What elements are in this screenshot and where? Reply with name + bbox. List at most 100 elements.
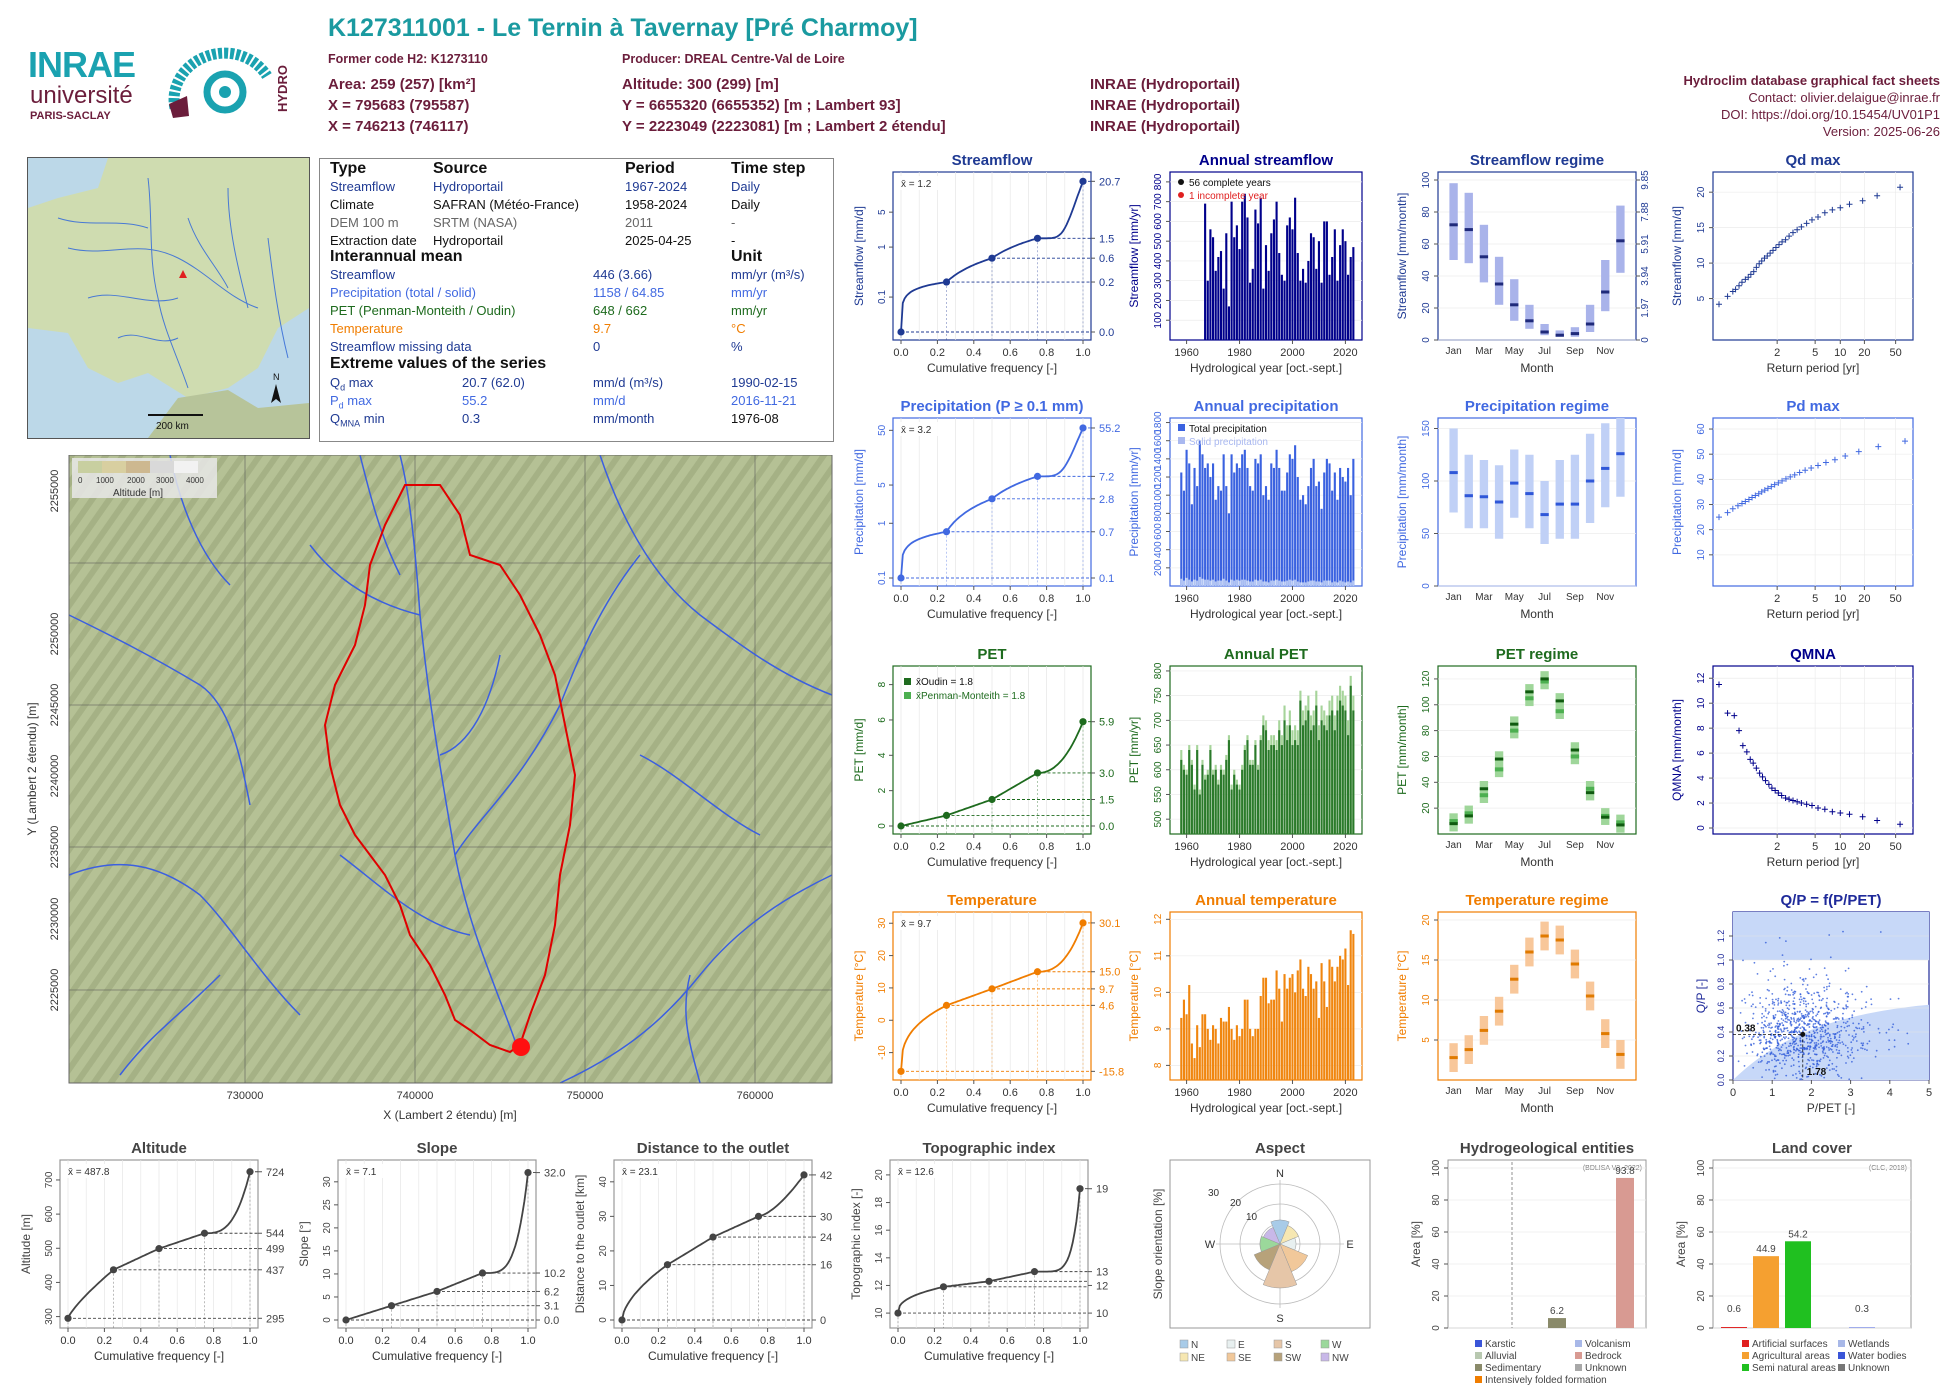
chart-title: Annual streamflow [1199,152,1334,169]
daily-point [1788,1045,1790,1048]
median-bar [1525,690,1534,694]
quantile-bar [1570,454,1580,539]
y-tick-label: 8 [1696,725,1707,731]
bar-solid [1283,581,1286,586]
legend-swatch [1838,1352,1845,1359]
median-bar [1585,322,1595,326]
median-bar [1555,699,1564,703]
x-tick-label: 0.0 [893,1087,908,1099]
bar [1212,774,1215,834]
chart-title: Slope [417,1140,458,1157]
bar [1204,203,1207,340]
daily-point [1892,1023,1895,1026]
daily-point [1799,1072,1801,1075]
data-point [1724,509,1731,516]
x-tick-label: 0.0 [338,1335,353,1347]
chart-title: Temperature regime [1465,892,1608,909]
daily-point [1845,1004,1847,1006]
data-point [1732,286,1739,293]
daily-point [1759,1061,1762,1063]
daily-point [1766,1062,1768,1065]
daily-point [1783,1057,1786,1059]
daily-point [1786,963,1789,966]
daily-point [1776,1022,1779,1025]
data-point [1724,293,1731,300]
bar [1254,1028,1257,1080]
x-tick-label: May [1505,592,1524,603]
y-tick-label: 25 [322,1199,333,1211]
mean-value: 9.7 [593,321,612,336]
daily-point [1830,1009,1833,1012]
row-source: SAFRAN (Météo-France) [433,197,579,212]
bar [1227,1006,1230,1080]
daily-point [1801,1047,1803,1049]
daily-point [1822,1057,1825,1059]
daily-point [1761,1076,1763,1078]
bar [1198,440,1201,586]
bar [1548,1318,1566,1328]
right-tick-label: 12 [1096,1280,1108,1292]
daily-point [1808,1031,1811,1034]
x-axis-label: Month [1520,1101,1553,1115]
x-tick-label: 1960 [1174,841,1198,853]
daily-point [1843,1026,1846,1029]
y-tick-label: 6 [1696,750,1707,756]
mean-value: 0 [593,339,601,354]
x-tick-label: 1.0 [1072,1335,1087,1347]
right-tick-label: 30 [820,1211,832,1223]
daily-point [1844,1044,1847,1047]
bar [1288,725,1291,834]
daily-point [1777,1049,1780,1052]
daily-point [1829,1042,1832,1044]
mean-unit: mm/yr [731,285,768,300]
y-tick-label: 12 [1153,913,1164,925]
quantile-bar [1464,454,1473,529]
quantile-point [1033,968,1042,976]
daily-point [1800,1017,1802,1020]
x-tick-label: 0.2 [930,347,945,359]
daily-point [1773,1065,1776,1068]
daily-point [1759,1034,1761,1037]
median-bar-secondary [1570,754,1580,759]
daily-point [1771,1059,1773,1062]
daily-point [1786,1050,1789,1053]
y-tick-label: 30 [877,917,888,929]
bar [1347,735,1350,834]
bar-solid [1259,579,1262,586]
x-axis-label: Return period [yr] [1767,361,1860,375]
y-tick-label: 15 [1696,222,1707,234]
value-label: 0.3 [1855,1304,1869,1315]
daily-point [1825,1021,1827,1024]
map-xtick: 740000 [397,1090,434,1102]
legend-swatch [1178,192,1184,198]
daily-point [1855,1033,1857,1036]
y-tick-label: 10 [1696,697,1707,709]
quantile-point [894,1309,902,1317]
bar [1270,233,1273,340]
x-tick-label: 0.6 [170,1335,185,1347]
legend-swatch [1226,1352,1236,1362]
daily-point [1828,1059,1831,1062]
daily-point [1770,1042,1773,1044]
data-point [1802,467,1809,474]
daily-point [1779,1022,1781,1025]
daily-point [1751,994,1754,997]
x-axis-label: Cumulative frequency [-] [648,1349,778,1363]
daily-point [1760,1034,1763,1036]
data-point [1815,214,1822,220]
credits-doi: DOI: https://doi.org/10.15454/UV01P1 [1721,107,1940,122]
daily-point [1744,1044,1747,1047]
y-tick-label: 20 [1696,186,1707,198]
daily-point [1765,997,1767,1000]
bar [1325,221,1328,340]
daily-point [1763,1035,1766,1038]
daily-point [1781,1044,1784,1046]
right-tick-label: 7.2 [1099,471,1114,483]
daily-point [1743,1065,1746,1067]
daily-point [1907,1042,1910,1045]
x-tick-label: 0.6 [1003,593,1018,605]
daily-point [1765,1040,1768,1043]
data-point [1775,479,1782,486]
y-axis-label: Streamflow [mm/yr] [1127,204,1141,307]
daily-point [1816,1028,1819,1031]
